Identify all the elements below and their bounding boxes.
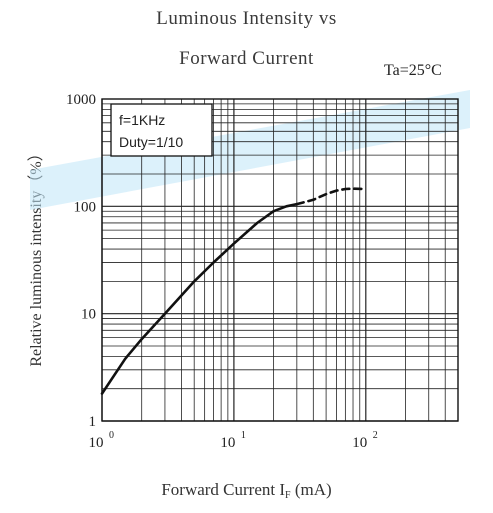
x-axis-unit: (mA) — [294, 480, 332, 499]
annotation-box — [110, 103, 213, 157]
chart-title-line2: Forward Current — [179, 48, 314, 69]
x-tick-label: 10 — [220, 435, 235, 451]
x-tick-exponent: 1 — [241, 430, 246, 441]
series-line-dashed — [295, 187, 368, 206]
y-tick-label: 1 — [89, 414, 97, 430]
x-axis-symbol: I — [279, 480, 286, 499]
x-axis-symbol-subscript: F — [285, 490, 291, 501]
plot-frame — [101, 98, 459, 422]
temperature-condition: Ta=25°C — [384, 62, 442, 79]
watermark-band — [30, 90, 470, 210]
y-tick-label: 1000 — [66, 92, 96, 108]
series-line-solid — [100, 202, 299, 395]
annotation-line: f=1KHz — [119, 112, 165, 128]
x-tick-label: 10 — [89, 435, 104, 451]
x-tick-exponent: 0 — [109, 430, 114, 441]
y-tick-label: 100 — [74, 199, 97, 215]
y-tick-label: 10 — [81, 307, 96, 323]
annotation-line: Duty=1/10 — [119, 134, 183, 150]
x-axis-label: Forward Current IF (mA) — [0, 480, 493, 501]
x-tick-exponent: 2 — [373, 430, 378, 441]
chart-title-line1: Luminous Intensity vs — [156, 8, 337, 29]
x-tick-label: 10 — [352, 435, 367, 451]
x-axis-label-main: Forward Current — [161, 480, 276, 499]
